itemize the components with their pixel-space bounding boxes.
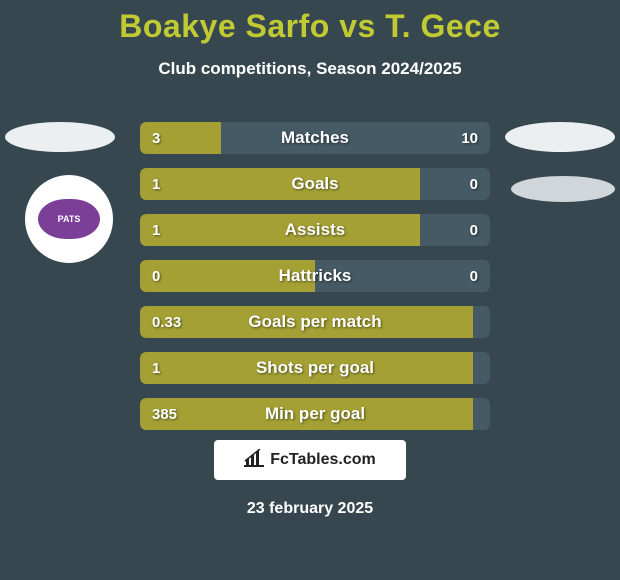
- club-badge-icon: PATS: [38, 199, 100, 239]
- bar-chart-icon: [244, 449, 264, 472]
- brand-name: FcTables.com: [270, 451, 376, 469]
- stat-row: Goals per match0.33: [140, 306, 490, 338]
- stat-label: Assists: [140, 214, 490, 246]
- stat-label: Goals per match: [140, 306, 490, 338]
- stat-value-left: 3: [152, 122, 160, 154]
- snapshot-date: 23 february 2025: [0, 500, 620, 518]
- stat-row: Shots per goal1: [140, 352, 490, 384]
- stat-value-left: 1: [152, 214, 160, 246]
- stat-value-right: 0: [470, 260, 478, 292]
- stat-value-left: 0.33: [152, 306, 181, 338]
- stat-row: Min per goal385: [140, 398, 490, 430]
- stat-row: Hattricks0 0: [140, 260, 490, 292]
- brand-footer: FcTables.com: [214, 440, 406, 480]
- player-right-club-placeholder: [511, 176, 615, 202]
- stats-bars-container: Matches310Goals10Assists10Hattricks00Goa…: [140, 122, 490, 444]
- stat-label: Matches: [140, 122, 490, 154]
- stat-label: Shots per goal: [140, 352, 490, 384]
- stat-row: Goals1 0: [140, 168, 490, 200]
- stat-row: Assists1 0: [140, 214, 490, 246]
- stat-value-left: 1: [152, 352, 160, 384]
- stat-label: Min per goal: [140, 398, 490, 430]
- player-left-avatar: [5, 122, 115, 152]
- comparison-subtitle: Club competitions, Season 2024/2025: [0, 59, 620, 79]
- player-right-avatar: [505, 122, 615, 152]
- stat-value-left: 0: [152, 260, 160, 292]
- comparison-title: Boakye Sarfo vs T. Gece: [0, 0, 620, 45]
- stat-value-right: 0: [470, 214, 478, 246]
- stat-value-right: 0: [470, 168, 478, 200]
- stat-row: Matches3 10: [140, 122, 490, 154]
- player-left-club-logo: PATS: [25, 175, 113, 263]
- stat-label: Goals: [140, 168, 490, 200]
- stat-value-left: 385: [152, 398, 177, 430]
- stat-label: Hattricks: [140, 260, 490, 292]
- stat-value-right: 10: [461, 122, 478, 154]
- stat-value-left: 1: [152, 168, 160, 200]
